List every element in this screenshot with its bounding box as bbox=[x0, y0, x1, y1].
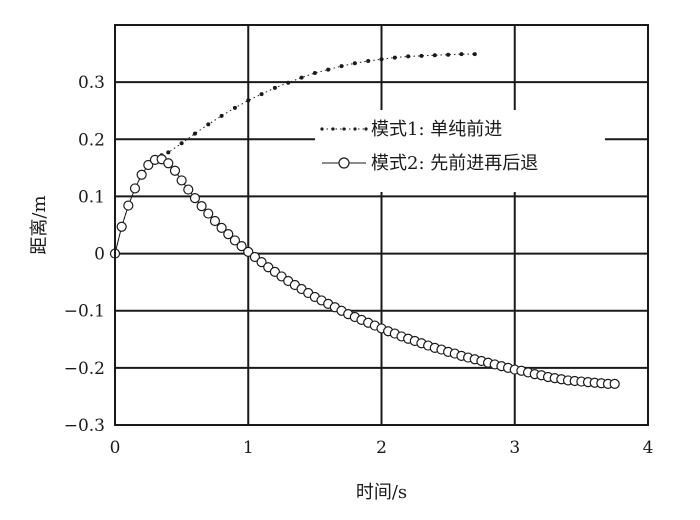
series-1-point bbox=[272, 85, 277, 90]
series-1-point bbox=[446, 52, 451, 57]
series-2-point bbox=[189, 193, 201, 204]
legend-swatch-marker bbox=[338, 157, 350, 169]
series-2-point bbox=[143, 159, 154, 171]
series-2-point bbox=[163, 158, 174, 169]
legend-item-2: 模式2: 先前进再后退 bbox=[322, 153, 538, 174]
x-axis-label: 时间/s bbox=[356, 482, 407, 503]
series-1-point bbox=[299, 75, 304, 80]
y-tick-label: 0.2 bbox=[78, 130, 105, 150]
series-1-point bbox=[166, 150, 171, 155]
series-1-point bbox=[406, 54, 411, 59]
series-2-point bbox=[609, 378, 620, 389]
axis-ticks: 0 1 2 3 4 −0.3 −0.2 −0.1 0 0.1 0.2 0.3 bbox=[64, 73, 654, 458]
legend-label-1: 模式1: 单纯前进 bbox=[371, 119, 502, 140]
y-tick-label: −0.3 bbox=[64, 416, 105, 436]
series-2-point bbox=[216, 222, 227, 233]
series-2-point bbox=[223, 229, 234, 240]
series-2-point bbox=[116, 221, 127, 232]
plot-frame bbox=[114, 24, 649, 426]
y-tick-label: 0 bbox=[94, 245, 105, 265]
series-2-point bbox=[123, 200, 134, 211]
series-2 bbox=[109, 154, 620, 389]
y-tick-label: 0.1 bbox=[78, 187, 105, 207]
series-2-point bbox=[183, 184, 194, 195]
series-2-point bbox=[136, 169, 147, 180]
series-2-point bbox=[129, 183, 141, 194]
legend-item-1: 模式1: 单纯前进 bbox=[320, 119, 502, 140]
series-1-point bbox=[312, 71, 317, 75]
series-1-point bbox=[352, 61, 357, 66]
series-1-point bbox=[206, 122, 211, 127]
y-tick-label: −0.2 bbox=[64, 359, 105, 379]
series-2-point bbox=[169, 165, 181, 176]
series-1-point bbox=[286, 80, 291, 85]
series-1-point bbox=[379, 57, 384, 62]
series-1-point bbox=[392, 55, 397, 60]
series-1-point bbox=[472, 52, 477, 57]
legend-swatch-dot bbox=[364, 127, 368, 131]
x-tick-label: 2 bbox=[376, 438, 387, 458]
series-2-point bbox=[203, 208, 214, 219]
legend-label-2: 模式2: 先前进再后退 bbox=[371, 153, 538, 174]
x-tick-label: 4 bbox=[643, 438, 654, 458]
series-1-point bbox=[432, 53, 437, 58]
series-1-line bbox=[114, 53, 475, 254]
series-2-point bbox=[229, 235, 241, 246]
series-2-point bbox=[249, 251, 261, 263]
legend-swatch-dot bbox=[353, 127, 357, 131]
series-1-point bbox=[246, 98, 251, 103]
legend-swatch-dot bbox=[331, 127, 335, 131]
legend-swatch-dot bbox=[342, 127, 346, 131]
grid bbox=[114, 25, 649, 426]
x-tick-label: 1 bbox=[243, 438, 254, 458]
y-tick-label: −0.1 bbox=[64, 302, 105, 322]
series-2-point bbox=[256, 257, 267, 268]
series-2-point bbox=[176, 175, 187, 186]
series-2-point bbox=[236, 241, 247, 252]
legend-box bbox=[315, 110, 605, 192]
series-2-point bbox=[209, 215, 221, 227]
x-tick-label: 3 bbox=[509, 438, 520, 458]
series-2-point bbox=[196, 201, 207, 212]
plot-series bbox=[109, 52, 620, 389]
series-1-point bbox=[366, 59, 371, 63]
series-1-point bbox=[219, 113, 224, 118]
series-1-point bbox=[419, 53, 424, 58]
legend-swatch-dot bbox=[320, 127, 324, 131]
x-tick-label: 0 bbox=[110, 438, 121, 458]
y-axis-label: 距离/m bbox=[29, 195, 50, 254]
y-tick-label: 0.3 bbox=[78, 73, 105, 93]
series-1-point bbox=[326, 67, 331, 72]
series-1-point bbox=[179, 141, 184, 146]
series-1-point bbox=[339, 64, 344, 69]
series-1-point bbox=[459, 52, 464, 57]
series-1-point bbox=[192, 131, 197, 136]
series-2-point bbox=[243, 246, 254, 257]
series-1-point bbox=[232, 105, 237, 110]
series-1-point bbox=[259, 92, 264, 97]
